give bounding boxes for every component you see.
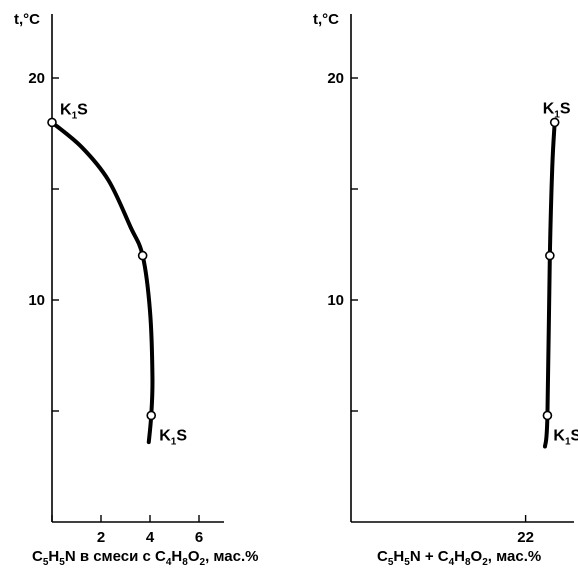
annotation-label: K1S [159,427,187,447]
annotation-label: K1S [60,101,88,121]
y-axis-title: t,°C [14,11,40,28]
y-axis-title: t,°C [313,11,339,28]
annotation-label: K1S [543,100,571,120]
data-point [545,250,555,261]
y-tick-label: 20 [327,70,344,87]
annotation-label: K1S [553,427,578,447]
x-tick-label: 4 [146,529,155,546]
x-tick-label: 6 [195,529,203,546]
data-point [146,410,157,421]
data-point [137,250,148,261]
data-point [549,117,560,128]
x-tick-label: 2 [97,529,105,546]
x-tick-label: 22 [517,529,534,546]
x-axis-title: C5H5N + C4H8O2, мас.% [377,548,541,568]
series-line [50,120,155,445]
y-tick-label: 10 [28,292,45,309]
data-point [542,410,553,421]
y-tick-label: 20 [28,70,45,87]
x-axis-title: C5H5N в смеси с C4H8O2, мас.% [32,548,259,568]
left-chart-panel: 10 20 2 4 6 t,°C C5H5N в смеси с C4H8O2, мас.%… [14,11,259,568]
data-point [47,117,57,128]
series-line [543,120,557,449]
y-tick-label: 10 [327,292,344,309]
